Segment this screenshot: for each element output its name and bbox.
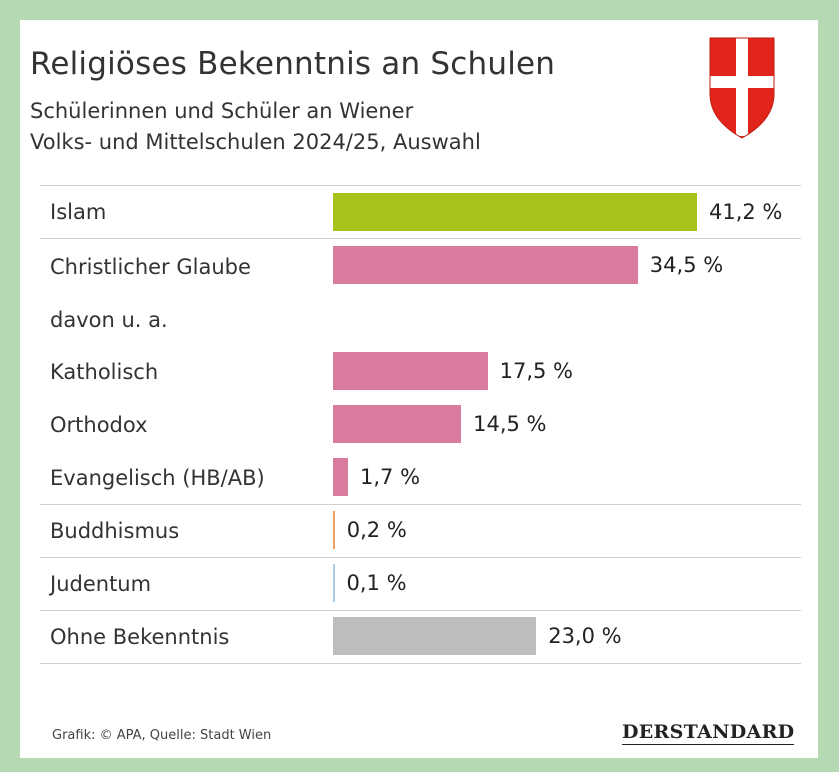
brand-logo: DERSTANDARD <box>622 721 795 745</box>
bar-no-religion <box>333 617 537 655</box>
value-label-no-religion: 23,0 % <box>548 624 622 648</box>
bar-orthodox <box>333 405 462 443</box>
divider-after-christian <box>40 504 801 505</box>
divider-after-islam <box>40 238 801 239</box>
category-label-no-religion: Ohne Bekenntnis <box>50 625 230 649</box>
value-label-islam: 41,2 % <box>709 200 783 224</box>
value-label-catholic: 17,5 % <box>499 359 573 383</box>
value-label-judaism: 0,1 % <box>346 571 407 595</box>
vienna-coat-of-arms-icon <box>709 37 775 139</box>
category-label-catholic: Katholisch <box>50 360 159 384</box>
divider-bottom <box>40 663 801 664</box>
bar-christian <box>333 246 638 284</box>
chart-title: Religiöses Bekenntnis an Schulen <box>30 46 556 82</box>
category-label-christian: Christlicher Glaube <box>50 255 251 279</box>
value-label-christian: 34,5 % <box>649 253 724 277</box>
divider-top <box>40 185 801 186</box>
source-note: Grafik: © APA, Quelle: Stadt Wien <box>52 728 272 743</box>
value-label-buddhism: 0,2 % <box>346 518 407 542</box>
bar-buddhism <box>333 511 335 549</box>
chart-subtitle-line1: Schülerinnen und Schüler an Wiener <box>30 99 414 123</box>
category-label-protestant: Evangelisch (HB/AB) <box>50 466 265 490</box>
bar-catholic <box>333 352 488 390</box>
bar-protestant <box>333 458 349 496</box>
category-label-islam: Islam <box>50 200 107 224</box>
chart-subtitle-line2: Volks- und Mittelschulen 2024/25, Auswah… <box>30 130 481 154</box>
value-label-orthodox: 14,5 % <box>473 412 547 436</box>
divider-after-buddhism <box>40 557 801 558</box>
category-label-orthodox: Orthodox <box>50 413 148 437</box>
category-label-buddhism: Buddhismus <box>50 519 180 543</box>
bar-judaism <box>333 564 335 602</box>
bar-islam <box>333 193 697 231</box>
divider-after-judaism <box>40 610 801 611</box>
value-label-protestant: 1,7 % <box>360 465 421 489</box>
davon-label: davon u. a. <box>50 308 168 332</box>
category-label-judaism: Judentum <box>50 572 152 596</box>
